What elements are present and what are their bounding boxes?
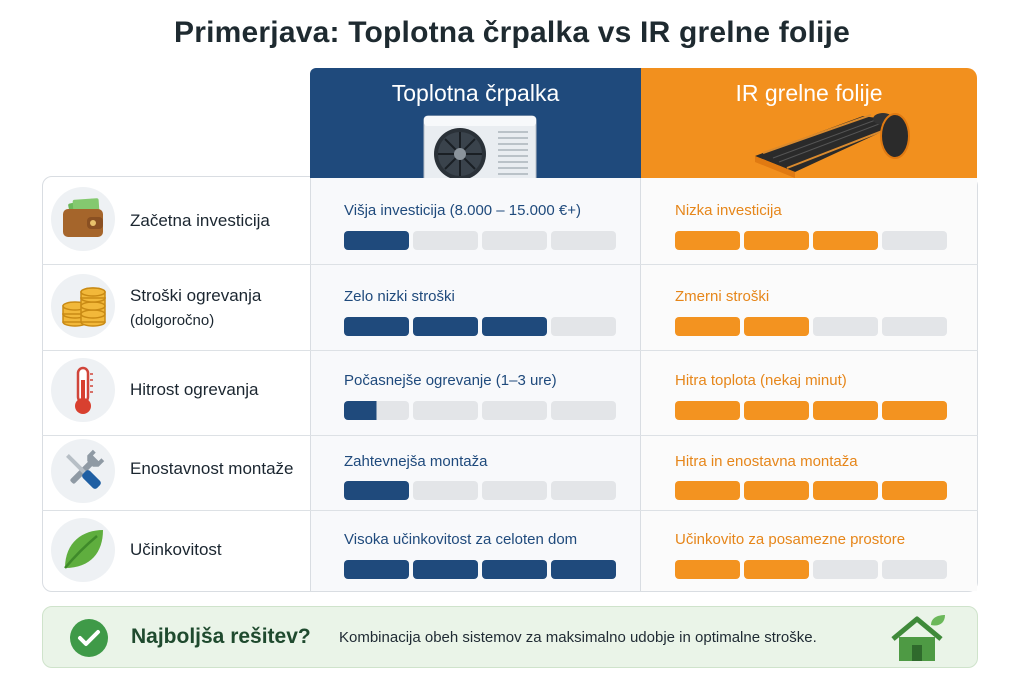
ir-film-rating-bar [675,401,947,420]
rating-segment [882,231,947,250]
heat-pump-rating-bar [344,481,616,500]
thermometer-icon [51,358,115,422]
rating-segment [813,481,878,500]
wallet-icon [51,187,115,251]
heat-pump-rating-bar [344,231,616,250]
rating-segment [675,317,740,336]
rating-segment [744,560,809,579]
rating-segment [482,231,547,250]
rating-segment [551,231,616,250]
category-label: Enostavnost montaže [130,459,294,478]
rating-segment [344,231,409,250]
rating-segment [413,231,478,250]
table-row: Hitrost ogrevanja Počasnejše ogrevanje (… [42,350,978,435]
rating-segment [482,560,547,579]
rating-segment [813,560,878,579]
row-divider [42,510,978,511]
coins-icon [51,274,115,338]
rating-segment [551,401,616,420]
ir-film-rating-bar [675,317,947,336]
rating-segment [744,401,809,420]
rating-segment [344,401,409,420]
rating-segment [344,560,409,579]
ir-film-rating-bar [675,231,947,250]
rating-segment [551,481,616,500]
page-title: Primerjava: Toplotna črpalka vs IR greln… [174,16,850,49]
ir-film-value: Hitra in enostavna montaža [675,453,858,470]
check-icon [70,619,108,657]
heat-pump-value: Počasnejše ogrevanje (1–3 ure) [344,372,557,389]
rating-segment [482,317,547,336]
category-label: Hitrost ogrevanja [130,380,259,399]
column-label-heat-pump: Toplotna črpalka [391,80,560,106]
rating-segment [882,560,947,579]
category-label: Učinkovitost [130,540,222,559]
heat-pump-rating-bar [344,317,616,336]
rating-segment [675,481,740,500]
recommendation-banner: Najboljša rešitev? Kombinacija obeh sist… [42,606,978,668]
rating-segment [344,317,409,336]
ir-film-value: Zmerni stroški [675,288,770,305]
table-row: Stroški ogrevanja (dolgoročno) Zelo nizk… [42,264,978,349]
rating-segment [482,481,547,500]
row-divider [42,435,978,436]
rating-segment [744,231,809,250]
heat-pump-value: Zelo nizki stroški [344,288,455,305]
rating-segment [813,231,878,250]
category-label: Stroški ogrevanja [130,286,262,305]
column-label-ir-film: IR grelne folije [735,80,883,106]
ir-film-value: Učinkovito za posamezne prostore [675,531,906,548]
column-header-ir-film: IR grelne folije [641,68,977,178]
ir-film-rating-bar [675,560,947,579]
rating-segment [482,401,547,420]
column-header-heat-pump: Toplotna črpalka [310,68,641,178]
heat-pump-value: Višja investicija (8.000 – 15.000 €+) [344,202,581,219]
rating-segment [675,401,740,420]
table-row: Začetna investicija Višja investicija (8… [42,178,978,263]
rating-segment [413,481,478,500]
rating-segment [675,560,740,579]
rating-segment [813,401,878,420]
banner-text: Kombinacija obeh sistemov za maksimalno … [339,629,817,646]
rating-segment [413,401,478,420]
heat-pump-rating-bar [344,401,616,420]
rating-segment [344,481,409,500]
rating-segment [882,401,947,420]
table-row: Enostavnost montaže Zahtevnejša montaža … [42,435,978,520]
rating-segment [882,317,947,336]
rating-segment [744,317,809,336]
table-row: Učinkovitost Visoka učinkovitost za celo… [42,510,978,595]
rating-segment [413,560,478,579]
heat-pump-value: Visoka učinkovitost za celoten dom [344,531,578,548]
ir-film-rating-bar [675,481,947,500]
heat-pump-value: Zahtevnejša montaža [344,453,488,470]
heat-pump-rating-bar [344,560,616,579]
ir-film-roll-icon [755,113,910,178]
rating-segment [551,317,616,336]
rating-segment [675,231,740,250]
tools-icon [51,439,115,503]
heat-pump-unit-icon [423,115,537,178]
category-sublabel: (dolgoročno) [130,312,215,329]
row-divider [42,264,978,265]
ir-film-value: Nizka investicija [675,202,782,219]
rating-segment [882,481,947,500]
rating-segment [413,317,478,336]
rating-segment [813,317,878,336]
row-divider [42,350,978,351]
rating-segment [744,481,809,500]
ir-film-value: Hitra toplota (nekaj minut) [675,372,847,389]
rating-segment [551,560,616,579]
category-label: Začetna investicija [130,211,270,230]
leaf-icon [51,518,115,582]
banner-title: Najboljša rešitev? [131,625,311,648]
eco-house-icon [891,615,945,661]
